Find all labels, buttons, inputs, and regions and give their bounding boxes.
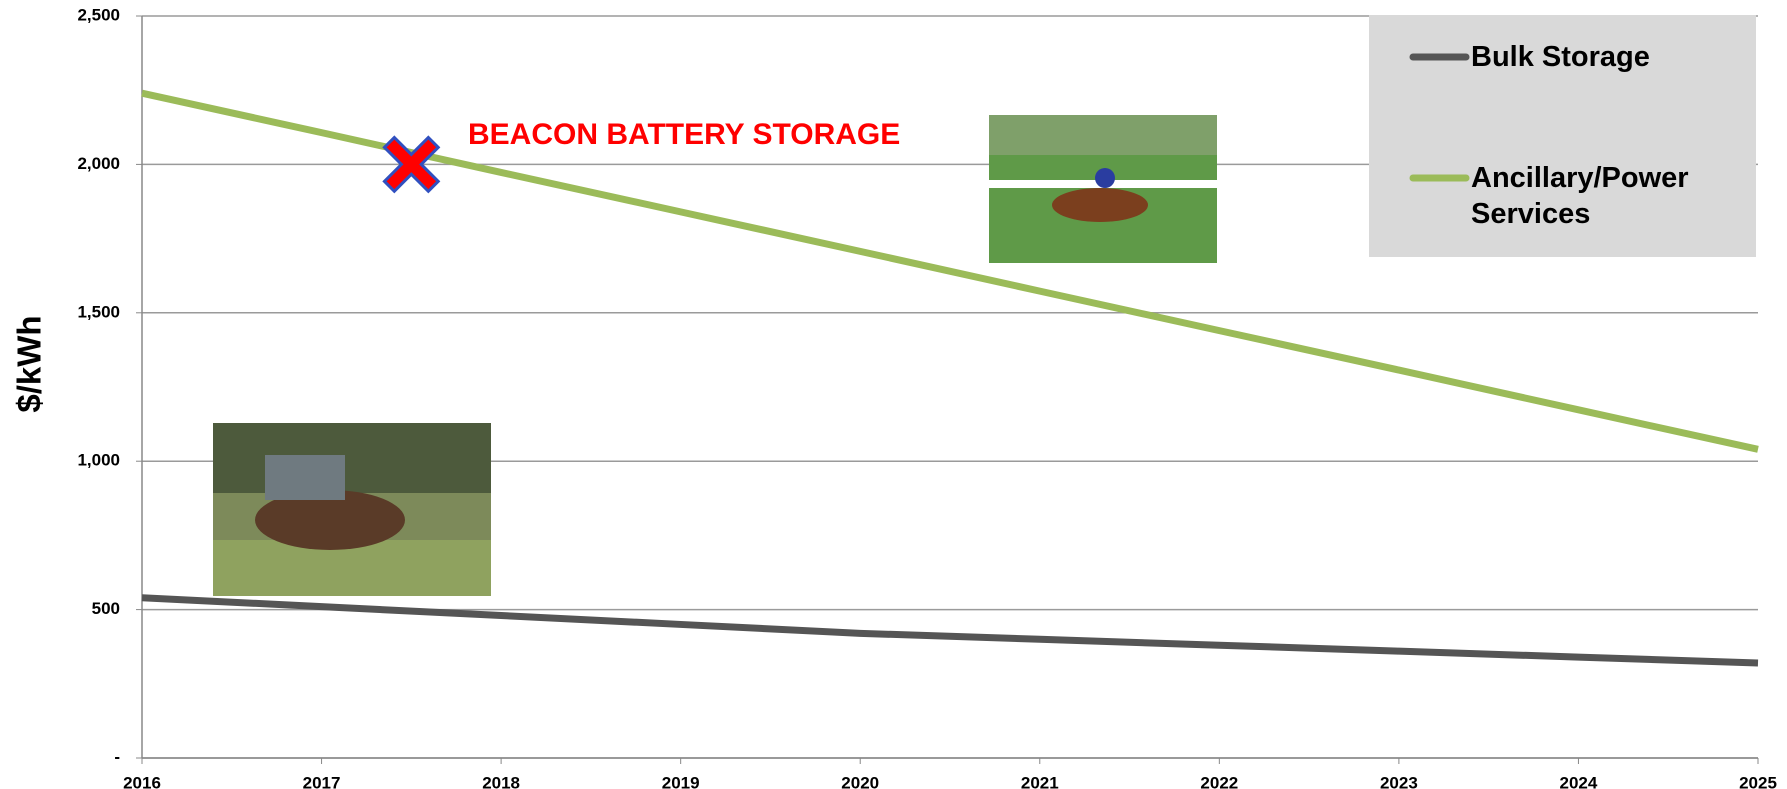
y-tick-label: - <box>114 747 120 766</box>
x-tick-label: 2022 <box>1200 773 1238 789</box>
y-tick-label: 2,000 <box>77 154 120 173</box>
y-tick-label: 2,500 <box>77 5 120 24</box>
x-tick-label: 2016 <box>123 773 161 789</box>
x-tick-label: 2023 <box>1380 773 1418 789</box>
x-tick-label: 2024 <box>1560 773 1598 789</box>
x-tick-label: 2017 <box>303 773 341 789</box>
series-line <box>141 594 1759 667</box>
donkey-photo <box>213 423 491 596</box>
x-tick-label: 2019 <box>662 773 700 789</box>
y-axis-title: $/kWh <box>11 315 48 412</box>
x-tick-label: 2020 <box>841 773 879 789</box>
marker-cross <box>386 139 437 190</box>
annotation-text: BEACON BATTERY STORAGE <box>468 118 900 151</box>
x-tick-label: 2018 <box>482 773 520 789</box>
x-tick-label: 2025 <box>1739 773 1777 789</box>
horse-photo <box>989 115 1217 277</box>
legend-label: Ancillary/Power Services <box>1471 162 1689 230</box>
y-tick-label: 500 <box>92 599 120 618</box>
annotation-marker <box>382 135 441 194</box>
x-tick-label: 2021 <box>1021 773 1059 789</box>
y-tick-label: 1,500 <box>77 302 120 321</box>
y-tick-label: 1,000 <box>77 451 120 470</box>
legend-label: Bulk Storage <box>1471 41 1650 73</box>
